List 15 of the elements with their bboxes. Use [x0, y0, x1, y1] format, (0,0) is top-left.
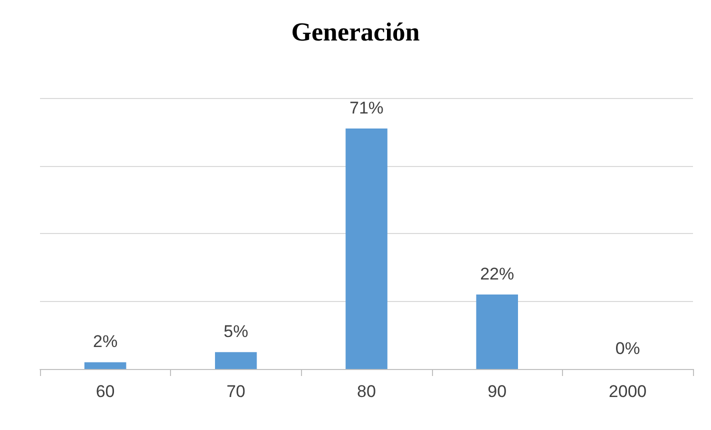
- data-label: 71%: [349, 98, 384, 118]
- x-tick-label: 90: [488, 382, 507, 401]
- bar: [84, 362, 126, 369]
- data-label: 2%: [93, 332, 118, 352]
- x-tick-label: 60: [96, 382, 115, 401]
- data-label: 0%: [615, 339, 640, 358]
- x-tick-label: 80: [357, 382, 376, 401]
- chart-title: Generación: [291, 18, 420, 46]
- x-tick-label: 2000: [608, 382, 647, 401]
- bar: [346, 128, 388, 369]
- bar: [215, 352, 257, 369]
- data-label: 22%: [480, 264, 514, 284]
- bar: [476, 294, 518, 369]
- x-tick-label: 70: [226, 382, 246, 401]
- data-label: 5%: [224, 322, 248, 342]
